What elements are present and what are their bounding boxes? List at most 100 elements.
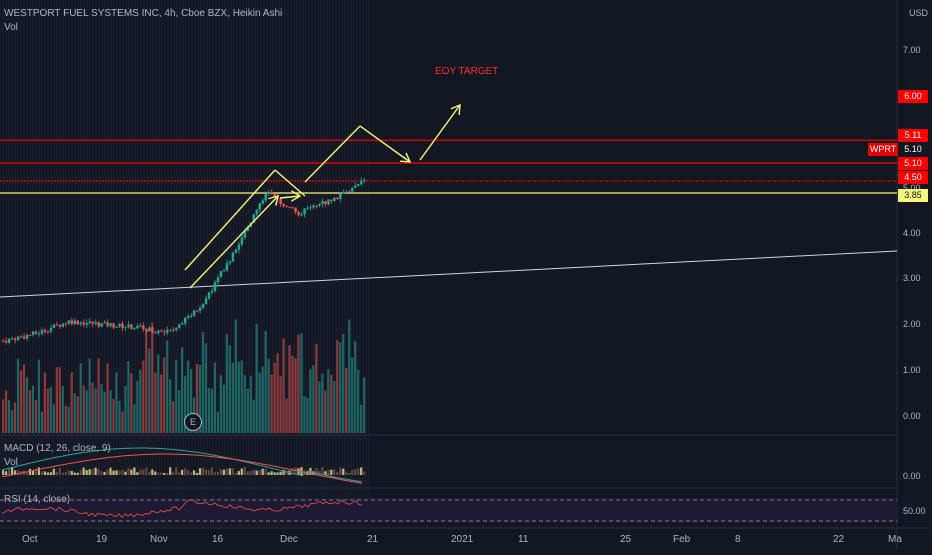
macd-histogram-bar [321,467,324,475]
volume-bar [13,402,17,433]
price-tick: 4.00 [903,228,921,238]
rsi-tick: 50.00 [903,506,926,516]
macd-histogram-bar [285,470,288,475]
macd-tick: 0.00 [903,471,921,481]
volume-bar [2,399,5,433]
candle-body [225,263,229,271]
candle-body [58,324,62,327]
time-tick: 19 [96,534,108,545]
annotation-arrow [279,195,301,199]
candle-body [112,323,115,328]
candle-body [294,207,297,213]
volume-bar [157,354,160,433]
candle-body [109,323,112,327]
candle-body [172,329,175,331]
macd-histogram-bar [228,468,231,475]
volume-bar [288,344,291,433]
macd-histogram-bar [43,471,46,475]
time-tick: Dec [280,534,298,545]
candle-body [55,324,59,326]
earnings-badge[interactable]: E [184,413,202,431]
macd-histogram-bar [351,469,354,475]
volume-bar [103,391,106,433]
macd-histogram-bar [49,472,52,475]
macd-histogram-bar [166,472,169,475]
level-tag-450: 4.50 [898,171,928,184]
macd-histogram-bar [294,467,297,475]
volume-bar [19,370,23,433]
macd-histogram-bar [192,470,196,475]
trend-line [0,250,898,298]
candle-body [64,323,68,325]
macd-histogram-bar [31,470,35,475]
candle-body [309,207,312,209]
macd-histogram-bar [79,469,82,475]
volume-bar [130,373,133,433]
time-tick: 22 [833,534,845,545]
candle-body [270,192,273,194]
volume-bar [195,363,199,433]
macd-histogram-bar [172,472,175,475]
volume-bar [240,360,243,433]
volume-bar [10,410,14,433]
volume-bar [52,404,55,433]
volume-bar [246,388,249,433]
candle-body [169,329,172,331]
volume-bar [49,387,52,433]
price-tick: 0.00 [903,411,921,421]
candle-body [243,230,247,238]
candle-body [175,328,178,330]
macd-histogram-bar [85,470,88,475]
macd-histogram-bar [348,472,351,475]
volume-bar [94,388,97,433]
arrow-head [268,195,279,206]
macd-histogram-bar [73,472,76,475]
macd-histogram-bar [61,472,64,475]
volume-bar [264,330,267,433]
volume-bar [127,360,130,433]
price-tick: 1.00 [903,365,921,375]
volume-bar [169,379,172,433]
candle-body [216,277,220,283]
macd-histogram-bar [258,470,261,475]
volume-bar [336,340,339,433]
candle-body [76,320,79,325]
price-tick: 7.00 [903,45,921,55]
candle-body [124,327,127,329]
macd-histogram-bar [222,469,225,475]
annotation-arrow [304,125,361,183]
macd-label: MACD (12, 26, close, 9) [4,443,111,454]
volume-bar [145,328,148,433]
volume-bar [270,374,273,433]
macd-histogram-bar [148,471,151,475]
volume-bar [34,399,38,433]
macd-histogram-bar [91,469,94,475]
annotation-arrow [359,125,411,163]
candle-body [118,323,121,327]
candle-body [324,201,327,205]
price-tick: 2.00 [903,319,921,329]
time-tick: 21 [367,534,379,545]
candle-body [37,333,41,335]
candle-body [82,322,85,325]
volume-bar [201,332,205,433]
macd-histogram-bar [216,471,220,475]
macd-histogram-bar [219,469,223,475]
candle-body [133,328,136,330]
candle-body [315,205,318,207]
macd-histogram-bar [255,470,258,475]
level-tag-511: 5.11 [898,129,928,142]
candle-body [351,187,354,192]
rsi-line [1,499,363,519]
candle-body [210,290,214,293]
macd-histogram-bar [145,467,148,475]
volume-bar [213,362,217,433]
macd-histogram-bar [112,470,115,475]
volume-bar [354,341,357,433]
volume-bar [76,396,79,433]
candle-body [198,307,202,311]
volume-bar [124,385,127,433]
annotation-arrow [189,195,279,289]
